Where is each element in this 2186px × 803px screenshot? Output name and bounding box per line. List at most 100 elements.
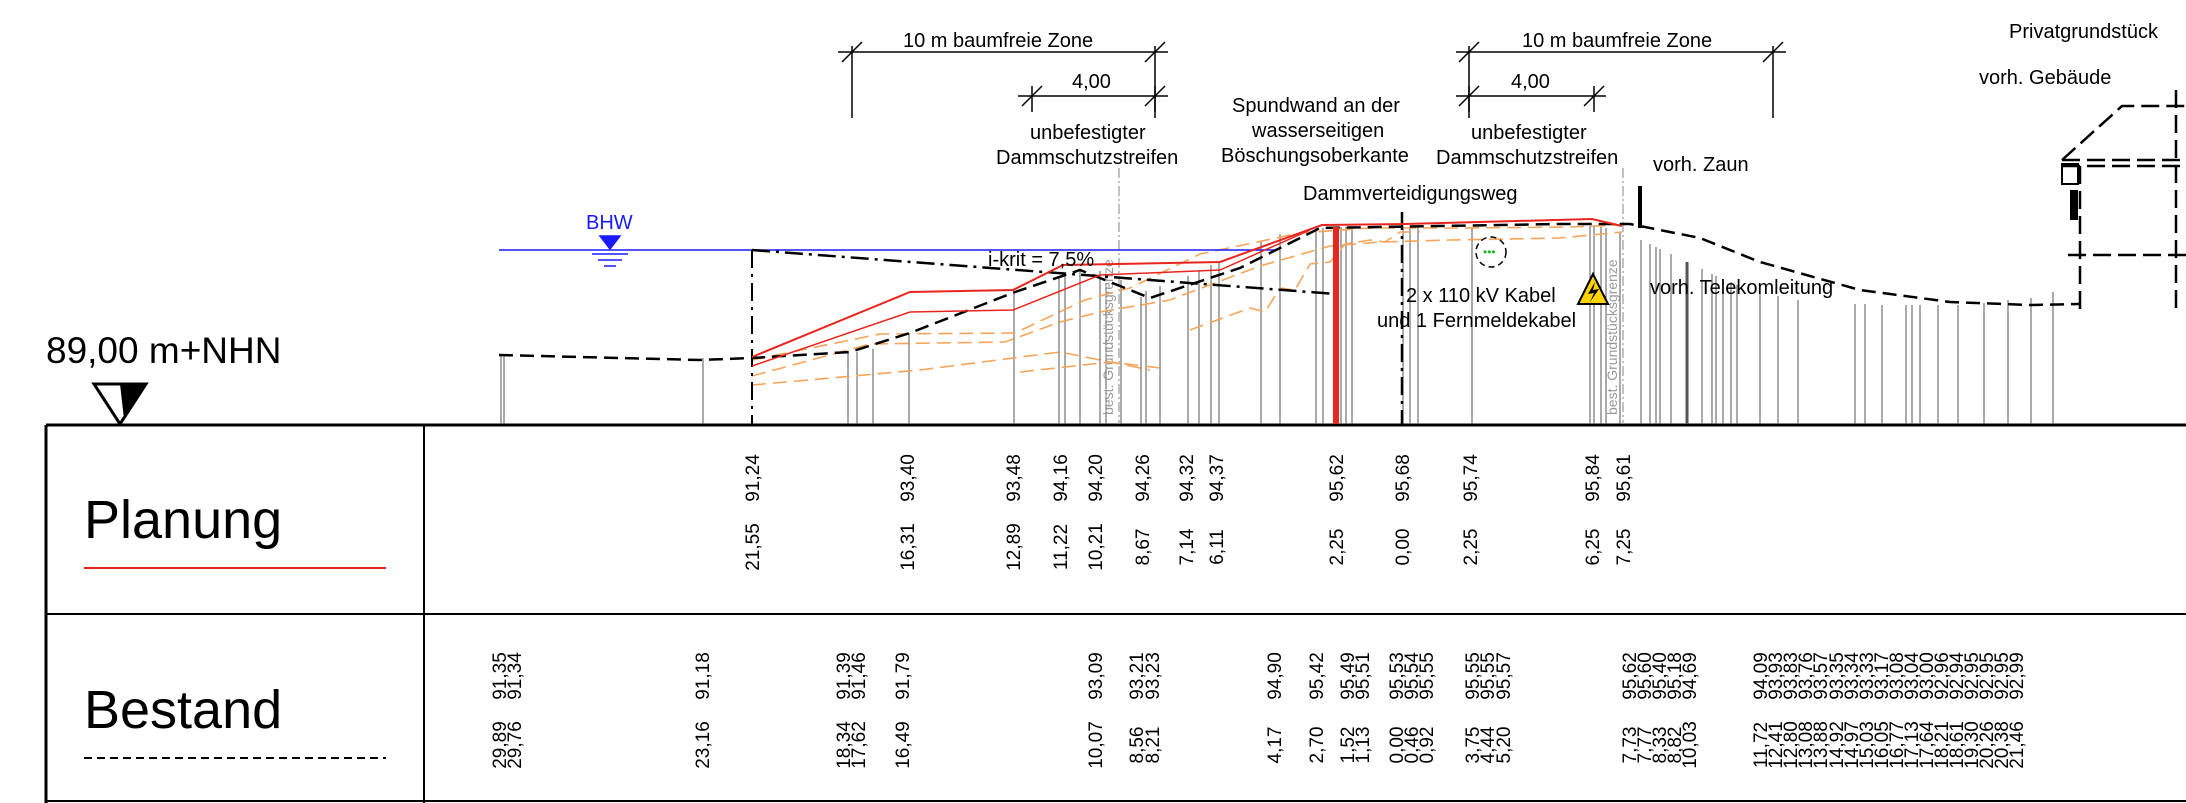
- bestand-height-value: 95,60: [1635, 652, 1656, 700]
- bestand-distance-value: 1,13: [1353, 727, 1374, 764]
- sheetpile-label-2: wasserseitigen: [1251, 120, 1384, 142]
- planung-distance-value: 2,25: [1327, 529, 1348, 566]
- property-boundary-lines: [1118, 168, 1624, 424]
- planung-height-value: 94,32: [1177, 454, 1198, 502]
- bestand-height-value: 93,08: [1887, 652, 1908, 700]
- planung-distance-value: 10,21: [1086, 523, 1107, 571]
- bestand-height-value: 95,62: [1620, 652, 1641, 700]
- bestand-height-value: 94,90: [1265, 652, 1286, 700]
- bestand-distance-value: 16,05: [1872, 721, 1893, 769]
- bestand-distance-value: 2,70: [1307, 727, 1328, 764]
- bestand-distance-value: 0,92: [1417, 727, 1438, 764]
- bestand-distance-value: 19,30: [1962, 721, 1983, 769]
- zone-right-dim: 4,00: [1511, 71, 1550, 93]
- defense-path-label: Dammverteidigungsweg: [1303, 183, 1518, 205]
- cable-circle: [1475, 236, 1507, 268]
- bestand-distance-value: 17,13: [1902, 721, 1923, 769]
- bestand-height-value: 95,18: [1665, 652, 1686, 700]
- bestand-height-value: 95,54: [1402, 652, 1423, 700]
- bestand-height-value: 93,76: [1796, 652, 1817, 700]
- planung-distance-value: 21,55: [743, 523, 764, 571]
- bestand-height-value: 93,23: [1143, 652, 1164, 700]
- building-detail-2: [2070, 190, 2078, 220]
- bestand-height-value: 91,46: [849, 652, 870, 700]
- planung-distance-value: 0,00: [1393, 529, 1414, 566]
- zone-right-label-1: unbefestigter: [1471, 122, 1587, 144]
- planung-height-value: 95,84: [1583, 454, 1604, 502]
- planned-profile-line-2: [751, 229, 1311, 367]
- bestand-distance-value: 14,97: [1842, 721, 1863, 769]
- bestand-distance-value: 12,80: [1781, 721, 1802, 769]
- bestand-distance-value: 16,49: [893, 721, 914, 769]
- bestand-distance-value: 3,75: [1463, 727, 1484, 764]
- bestand-height-value: 93,00: [1917, 652, 1938, 700]
- bestand-distance-value: 20,26: [1977, 721, 1998, 769]
- bestand-height-value: 95,55: [1417, 652, 1438, 700]
- water-label: BHW: [586, 212, 633, 234]
- planung-height-value: 93,40: [898, 454, 919, 502]
- existing-terrain-line: [498, 222, 2081, 362]
- planung-height-value: 94,20: [1086, 454, 1107, 502]
- bestand-height-value: 93,93: [1766, 652, 1787, 700]
- bestand-distance-value: 0,46: [1402, 727, 1423, 764]
- planung-distance-value: 2,25: [1461, 529, 1482, 566]
- bestand-distance-value: 17,64: [1917, 721, 1938, 769]
- bestand-distance-value: 12,41: [1766, 721, 1787, 769]
- planned-profile-line: [751, 217, 1623, 358]
- cable-label-1: 2 x 110 kV Kabel: [1406, 285, 1556, 307]
- bestand-height-value: 95,49: [1338, 652, 1359, 700]
- bestand-height-value: 92,94: [1947, 652, 1968, 700]
- bestand-distance-value: 10,07: [1086, 721, 1107, 769]
- bestand-distance-value: 18,21: [1932, 721, 1953, 769]
- bestand-height-value: 92,95: [1977, 652, 1998, 700]
- zone-left-label-1: unbefestigter: [1030, 122, 1146, 144]
- bestand-distance-value: 17,62: [849, 721, 870, 769]
- planung-distance-value: 6,25: [1583, 529, 1604, 566]
- planung-height-value: 94,16: [1051, 454, 1072, 502]
- bestand-distance-value: 13,08: [1796, 721, 1817, 769]
- planung-distance-value: 11,22: [1051, 524, 1072, 570]
- bestand-distance-value: 18,34: [834, 721, 855, 769]
- bestand-distance-value: 11,72: [1751, 722, 1772, 768]
- fence-label: vorh. Zaun: [1653, 154, 1749, 176]
- bestand-distance-value: 8,33: [1650, 727, 1671, 764]
- bestand-distance-value: 18,61: [1947, 721, 1968, 769]
- property-line-label-left: best. Grundstücksgrenze: [1100, 259, 1116, 415]
- building-detail: [2061, 163, 2079, 185]
- bestand-height-value: 91,18: [693, 652, 714, 700]
- bestand-distance-value: 8,82: [1665, 727, 1686, 764]
- planung-label: Planung: [84, 490, 282, 550]
- bestand-distance-value: 1,52: [1338, 727, 1359, 764]
- bestand-distance-value: 23,16: [693, 721, 714, 769]
- bestand-distance-value: 8,56: [1127, 727, 1148, 764]
- bestand-height-value: 94,69: [1680, 652, 1701, 700]
- bestand-height-value: 93,04: [1902, 652, 1923, 700]
- sheetpile-label-1: Spundwand an der: [1232, 95, 1400, 117]
- bestand-height-value: 93,34: [1842, 652, 1863, 700]
- bestand-distance-value: 15,03: [1857, 721, 1878, 769]
- bestand-height-value: 93,09: [1086, 652, 1107, 700]
- zone-left-title: 10 m baumfreie Zone: [903, 30, 1093, 52]
- building-label: vorh. Gebäude: [1979, 67, 2111, 89]
- slope-label: i-krit = 7,5%: [988, 249, 1094, 271]
- bestand-label: Bestand: [84, 680, 282, 740]
- bestand-height-value: 95,55: [1478, 652, 1499, 700]
- building-outline: [2061, 90, 2186, 310]
- planung-height-value: 94,37: [1207, 454, 1228, 502]
- orange-dashed-profiles: [751, 224, 1623, 386]
- bestand-height-value: 95,42: [1307, 652, 1328, 700]
- planung-height-value: 95,74: [1461, 454, 1482, 502]
- bestand-distance-value: 14,92: [1827, 721, 1848, 769]
- planung-height-value: 94,26: [1133, 454, 1154, 502]
- bestand-height-value: 95,55: [1463, 652, 1484, 700]
- seepage-line: [751, 248, 1337, 296]
- cable-dots-icon: •••: [1483, 245, 1496, 259]
- bestand-height-value: 95,57: [1494, 652, 1515, 700]
- zone-dimensions-left: [838, 41, 1168, 118]
- zone-right-title: 10 m baumfreie Zone: [1522, 30, 1712, 52]
- planung-height-value: 93,48: [1004, 454, 1025, 502]
- bestand-height-value: 92,96: [1932, 652, 1953, 700]
- planung-height-value: 91,24: [743, 454, 764, 502]
